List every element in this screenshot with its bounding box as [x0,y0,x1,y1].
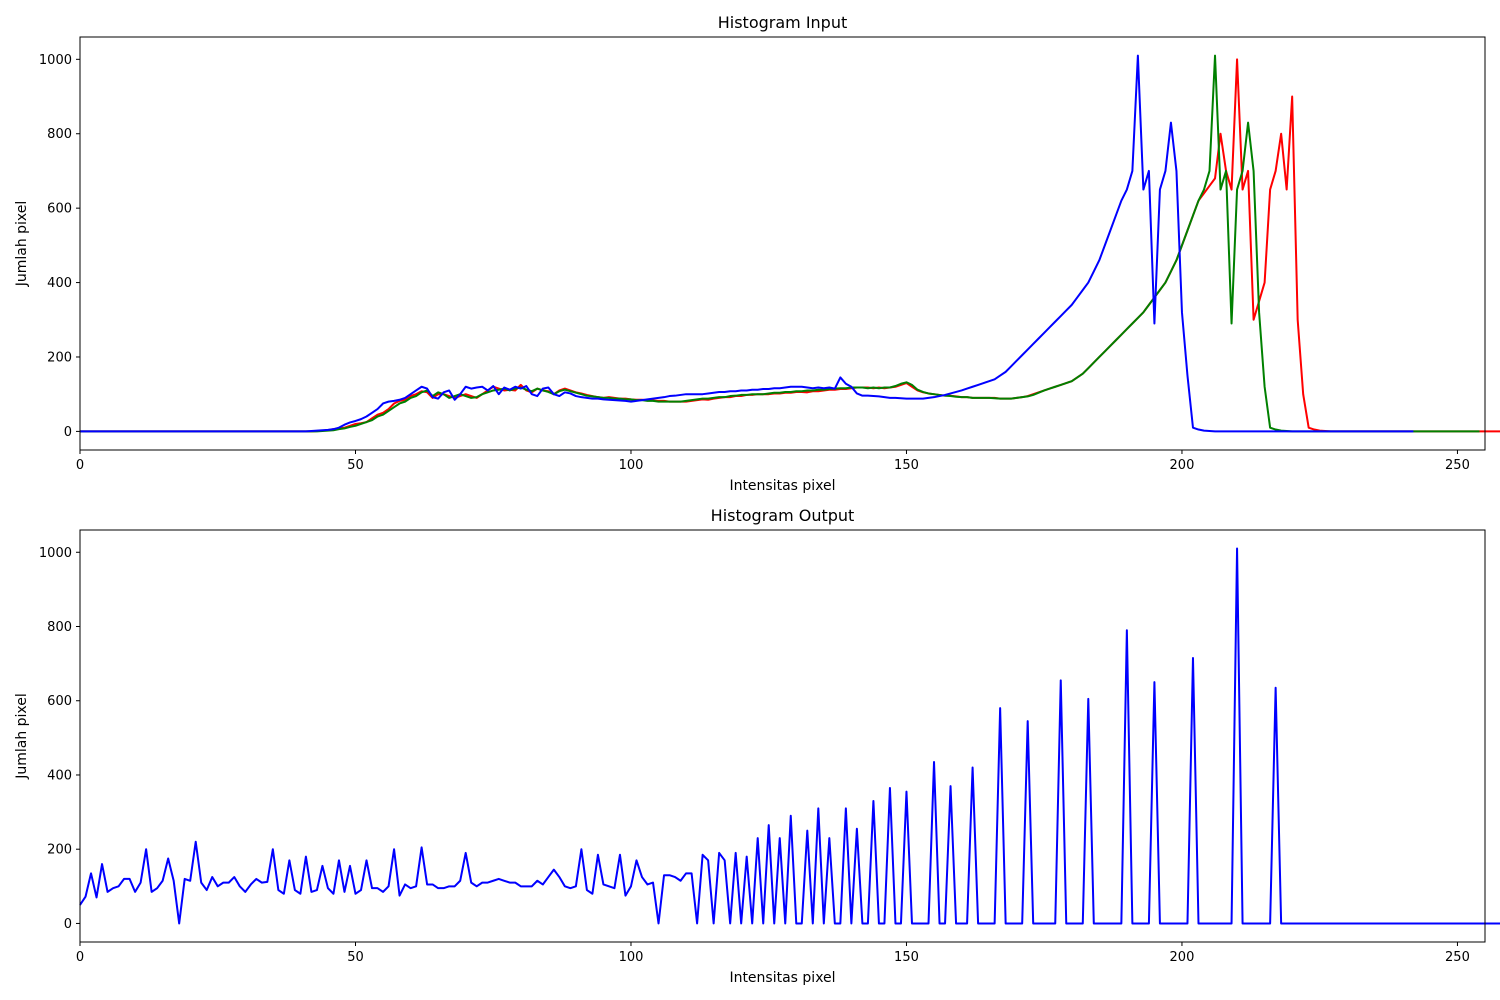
plot-frame [79,529,1486,943]
y-tick-label: 0 [64,917,72,932]
x-tick-label: 150 [894,950,919,965]
y-tick-label: 200 [47,350,72,365]
x-tick-label: 100 [619,458,644,473]
chart-title: Histogram Input [718,13,848,32]
x-tick-label: 50 [347,950,364,965]
series-line-2 [80,54,1480,433]
x-tick-label: 150 [894,458,919,473]
x-tick-label: 0 [76,458,84,473]
series-line-3 [80,54,1414,433]
chart-2: Histogram Output 0 50 100 150 200 250 0 200 400 60… [14,506,1500,986]
x-tick-label: 200 [1170,458,1195,473]
y-axis-label: Jumlah pixel [14,693,30,780]
x-tick-label: 100 [619,950,644,965]
y-tick-label: 200 [47,843,72,858]
x-tick-label: 200 [1170,950,1195,965]
series-line-1 [80,58,1500,433]
y-tick-label: 1000 [39,546,72,561]
plot-frame [79,36,1486,451]
x-axis-label: Intensitas pixel [729,970,835,986]
x-tick-label: 0 [76,950,84,965]
y-tick-label: 800 [47,620,72,635]
x-tick-label: 250 [1445,458,1470,473]
x-axis-label: Intensitas pixel [729,478,835,494]
y-tick-label: 400 [47,276,72,291]
x-tick-label: 250 [1445,950,1470,965]
y-tick-label: 600 [47,202,72,217]
x-tick-label: 50 [347,458,364,473]
y-tick-label: 400 [47,768,72,783]
chart-title: Histogram Output [711,506,855,525]
y-tick-label: 600 [47,694,72,709]
series-line-1 [79,547,1500,925]
y-tick-label: 0 [64,425,72,440]
y-axis-label: Jumlah pixel [14,201,30,288]
y-tick-label: 800 [47,127,72,142]
y-tick-label: 1000 [39,53,72,68]
chart-1: Histogram Input 0 50 100 150 200 250 0 200 400 600… [14,13,1500,494]
